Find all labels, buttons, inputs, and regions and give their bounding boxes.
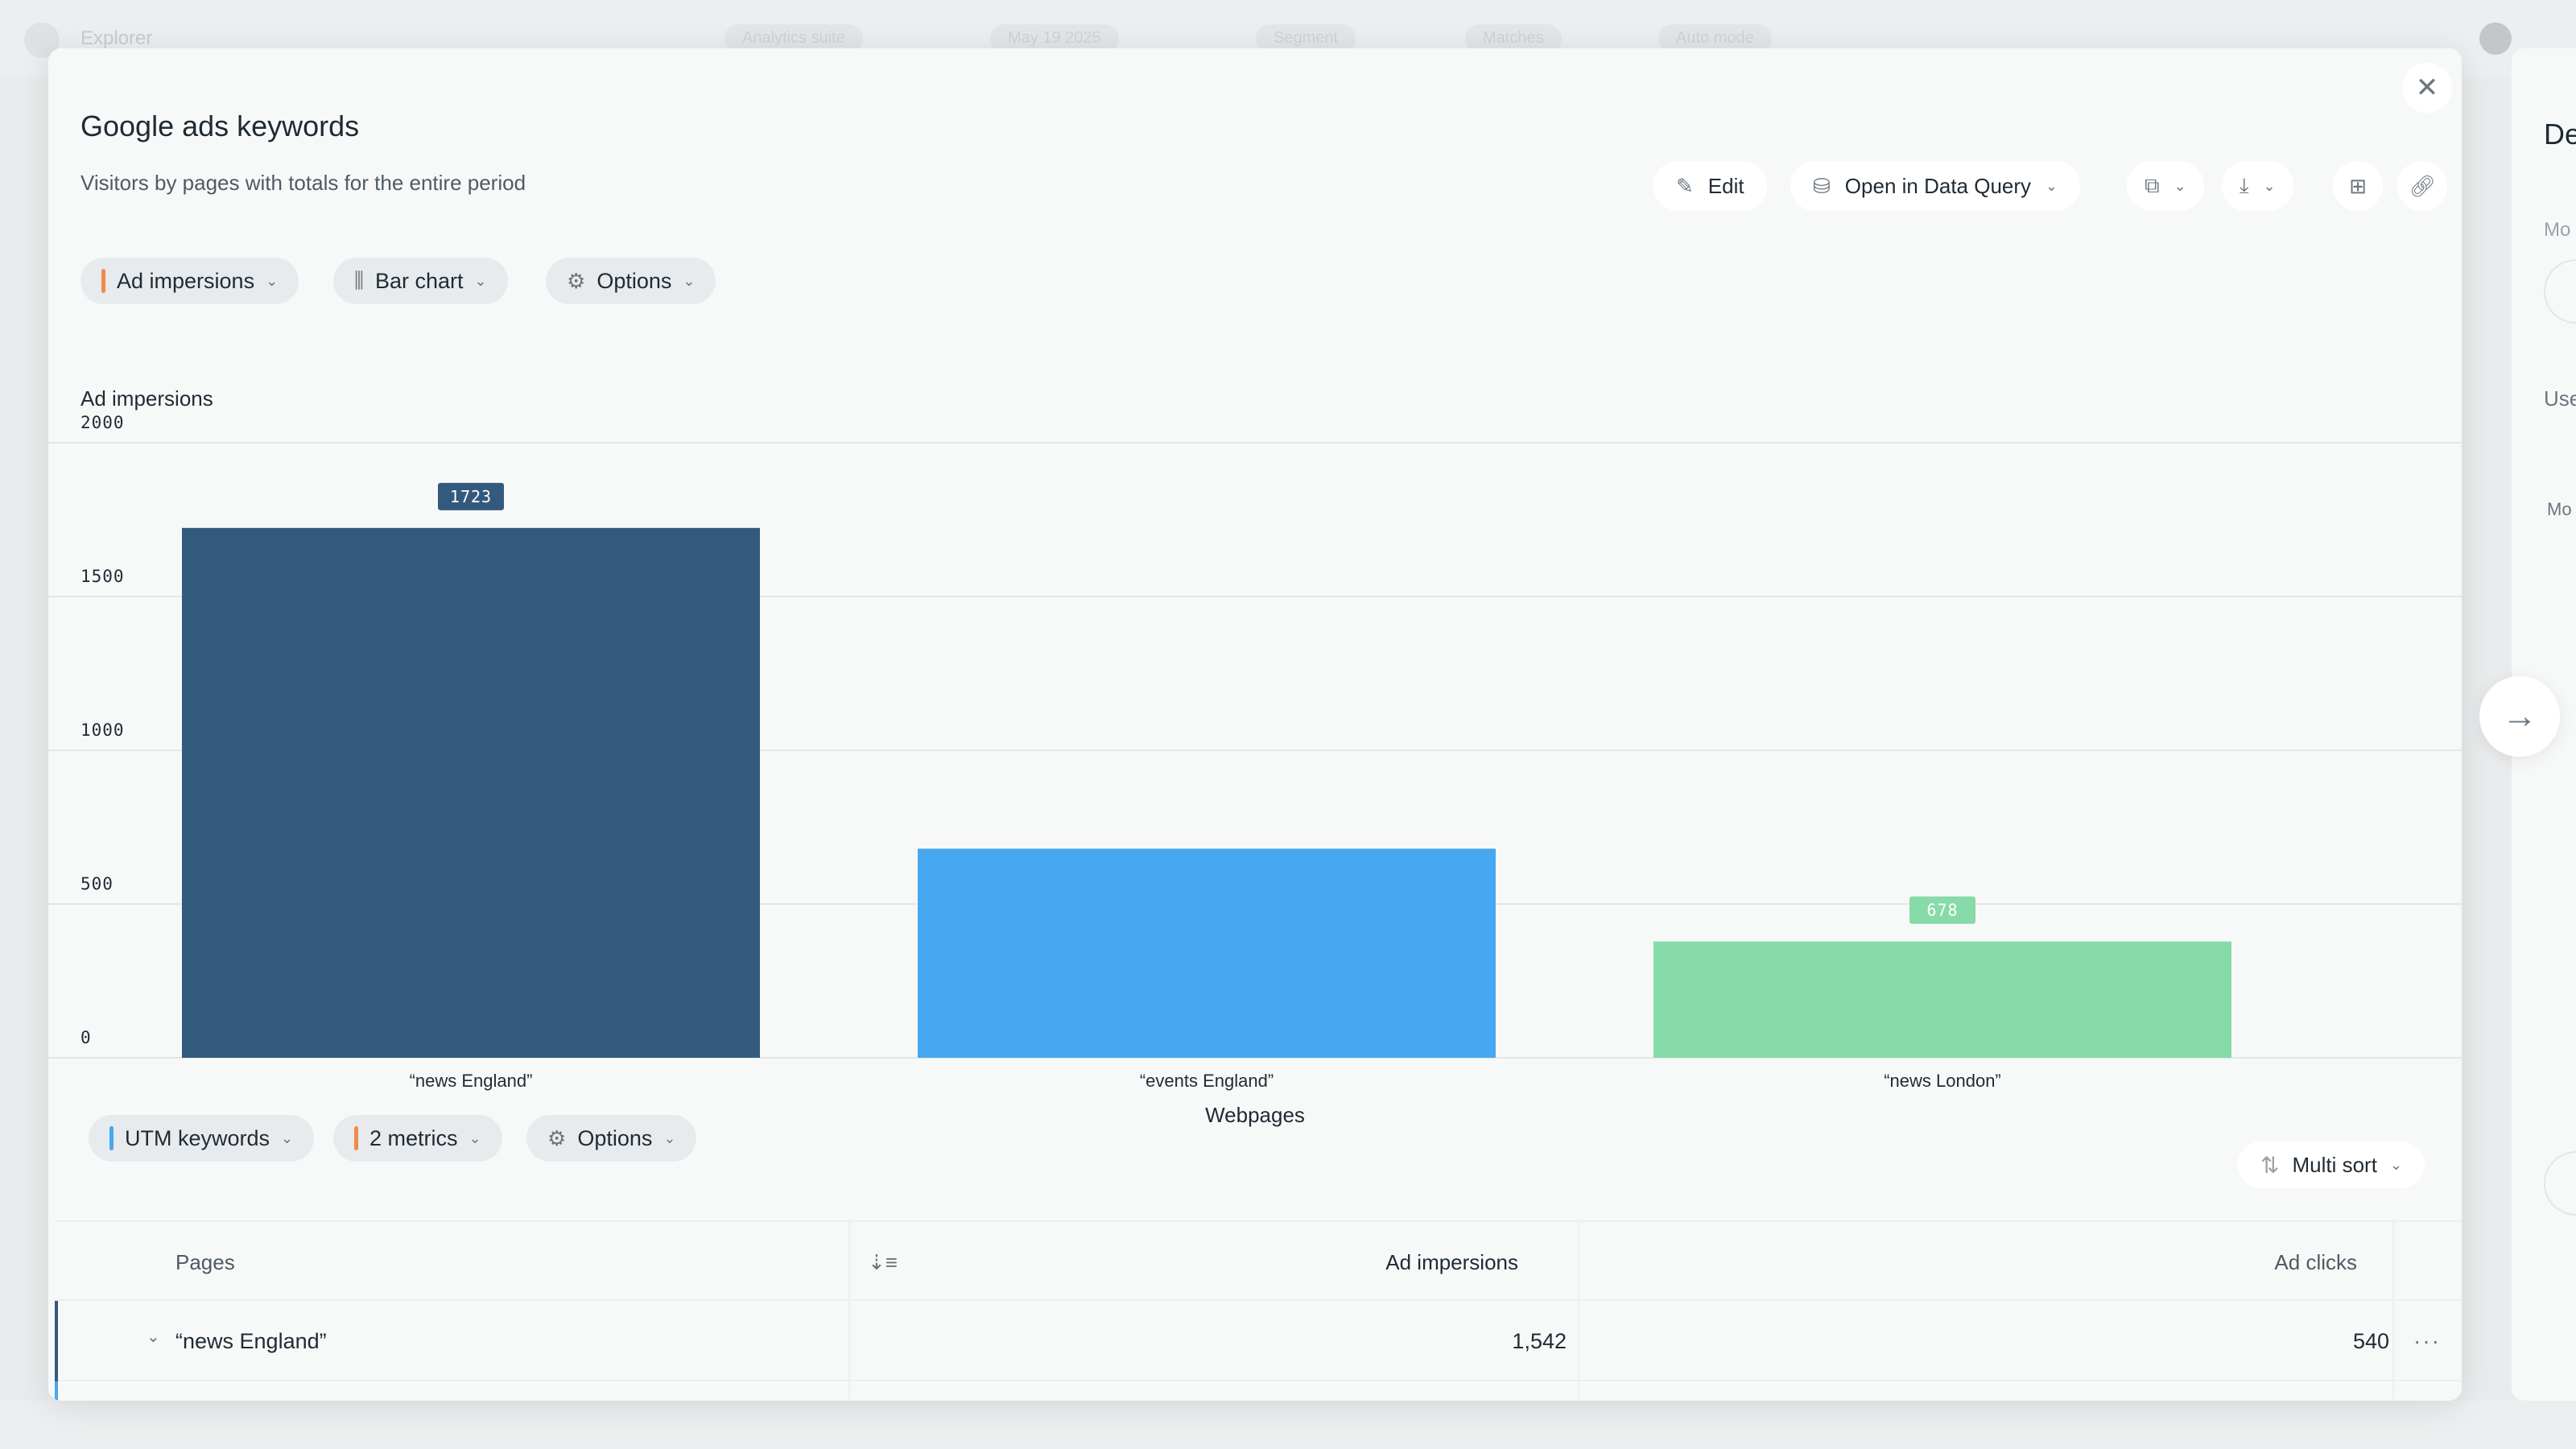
add-to-dashboard-button[interactable]: ⊞ — [2333, 161, 2383, 211]
report-modal: Google ads keywords Visitors by pages wi… — [48, 48, 2462, 1401]
data-label: 678 — [1926, 901, 1958, 920]
chevron-down-icon: ⌄ — [2389, 1156, 2403, 1173]
open-in-data-query-label: Open in Data Query — [1844, 173, 2032, 198]
copy-icon: ⧉ — [2145, 173, 2160, 197]
data-label-badge — [438, 482, 504, 510]
pencil-icon: ✎ — [1676, 173, 1694, 198]
chevron-down-icon: ⌄ — [683, 272, 696, 289]
x-axis-title: Webpages — [1205, 1103, 1305, 1127]
edit-label: Edit — [1707, 173, 1744, 198]
metrics-selector-label: 2 metrics — [369, 1125, 458, 1150]
chevron-down-icon: ⌄ — [2046, 177, 2058, 194]
close-icon: ✕ — [2415, 72, 2439, 103]
row-color-marker — [55, 1301, 58, 1381]
series-color-marker — [101, 269, 105, 293]
side-panel-button[interactable] — [2544, 1151, 2576, 1216]
column-header-pages[interactable]: Pages — [175, 1249, 235, 1274]
gear-icon: ⚙ — [567, 268, 586, 293]
chevron-down-icon: ⌄ — [663, 1129, 676, 1146]
bar-chart-icon: ⫼ — [354, 268, 364, 292]
chevron-down-icon: ⌄ — [266, 272, 279, 289]
multi-sort-label: Multi sort — [2292, 1152, 2377, 1177]
background-bottom — [0, 1401, 2576, 1449]
chart-series-label: Ad impersions — [80, 386, 213, 411]
modal-title: Google ads keywords — [80, 109, 360, 142]
background-app-title: Explorer — [80, 27, 153, 49]
download-icon: ⤓ — [2240, 173, 2249, 197]
column-divider — [2392, 1220, 2394, 1401]
dimension-selector-label: UTM keywords — [125, 1125, 270, 1150]
close-button[interactable]: ✕ — [2402, 63, 2452, 113]
chart-options-button[interactable]: ⚙ Options ⌄ — [546, 258, 716, 304]
multi-sort-button[interactable]: ⇅ Multi sort ⌄ — [2238, 1141, 2425, 1188]
x-category-label: “news London” — [1884, 1071, 2001, 1091]
side-panel-button[interactable] — [2544, 259, 2576, 324]
next-arrow-button[interactable]: → — [2479, 676, 2560, 757]
column-header-ad-clicks[interactable]: Ad clicks — [2274, 1249, 2357, 1274]
metrics-color-marker — [354, 1126, 358, 1150]
y-tick-label: 2000 — [80, 413, 125, 432]
metrics-selector[interactable]: 2 metrics ⌄ — [333, 1115, 502, 1162]
edit-button[interactable]: ✎ Edit — [1653, 161, 1767, 211]
table-options-button[interactable]: ⚙ Options ⌄ — [526, 1115, 697, 1162]
link-icon: 🔗︎ — [2409, 173, 2436, 198]
duplicate-menu-button[interactable]: ⧉ ⌄ — [2127, 161, 2204, 211]
x-category-label: “news England” — [410, 1071, 533, 1091]
chart-options-label: Options — [597, 268, 672, 293]
chevron-down-icon: ⌄ — [2263, 177, 2276, 194]
metric-selector-label: Ad impersions — [117, 268, 255, 293]
data-label: 1723 — [450, 487, 492, 506]
gear-icon: ⚙ — [547, 1125, 567, 1150]
download-menu-button[interactable]: ⤓ ⌄ — [2222, 161, 2293, 211]
database-icon: ⛁ — [1813, 173, 1831, 198]
open-in-data-query-button[interactable]: ⛁ Open in Data Query ⌄ — [1790, 161, 2081, 211]
column-header-ad-impressions[interactable]: Ad impersions — [1385, 1249, 1518, 1274]
sort-icon: ⇅ — [2260, 1152, 2280, 1178]
side-panel-title: De — [2544, 118, 2576, 151]
modal-subtitle: Visitors by pages with totals for the en… — [80, 171, 526, 195]
table-header: Pages ⇣≡ Ad impersions Ad clicks — [55, 1220, 2462, 1301]
x-category-label: “events England” — [1140, 1071, 1274, 1091]
copy-link-button[interactable]: 🔗︎ — [2397, 161, 2447, 211]
sort-order-icon[interactable]: ⇣≡ — [868, 1249, 898, 1274]
chevron-down-icon: ⌄ — [469, 1129, 481, 1146]
y-tick-label: 1500 — [80, 567, 125, 586]
chevron-down-icon: ⌄ — [281, 1129, 294, 1146]
side-panel-label: Use — [2544, 386, 2576, 411]
dashboard-add-icon: ⊞ — [2349, 173, 2367, 198]
chevron-down-icon: ⌄ — [474, 272, 487, 289]
dimension-selector[interactable]: UTM keywords ⌄ — [89, 1115, 315, 1162]
cell-ad-impressions: 1,542 — [1512, 1328, 1567, 1353]
chevron-down-icon: ⌄ — [2174, 177, 2186, 194]
data-label-badge — [1909, 896, 1975, 924]
metric-selector[interactable]: Ad impersions ⌄ — [80, 258, 299, 304]
bar-chart: 0 500 1000 1500 2000 1723 “news England” “event… — [48, 411, 2462, 1103]
arrow-right-icon: → — [2502, 696, 2537, 736]
side-panel-label: Mo — [2547, 499, 2572, 519]
row-color-marker — [55, 1381, 58, 1401]
column-divider — [1578, 1220, 1579, 1401]
dimension-color-marker — [109, 1126, 114, 1150]
chart-bar — [918, 848, 1496, 1058]
y-tick-label: 1000 — [80, 720, 125, 740]
chart-bar — [182, 527, 760, 1058]
y-tick-label: 500 — [80, 874, 114, 894]
cell-page: “news England” — [175, 1328, 327, 1353]
chart-type-label: Bar chart — [374, 268, 464, 293]
chart-type-selector[interactable]: ⫼ Bar chart ⌄ — [333, 258, 508, 304]
y-tick-label: 0 — [80, 1028, 92, 1047]
table-row[interactable]: ⌄ “news England” 1,542 540 ··· — [55, 1301, 2462, 1381]
bar-chart-svg: 0 500 1000 1500 2000 1723 “news England” “event… — [48, 413, 2462, 1091]
column-divider — [848, 1220, 850, 1401]
chart-bar — [1653, 941, 2231, 1058]
cell-ad-clicks: 540 — [2352, 1328, 2389, 1353]
side-panel-subtitle: Mo — [2544, 219, 2571, 241]
chevron-down-icon[interactable]: ⌄ — [147, 1328, 160, 1346]
row-more-icon[interactable]: ··· — [2413, 1328, 2441, 1353]
avatar — [2479, 23, 2512, 55]
table-options-label: Options — [577, 1125, 653, 1150]
data-table: Pages ⇣≡ Ad impersions Ad clicks ⌄ “news… — [55, 1220, 2462, 1401]
